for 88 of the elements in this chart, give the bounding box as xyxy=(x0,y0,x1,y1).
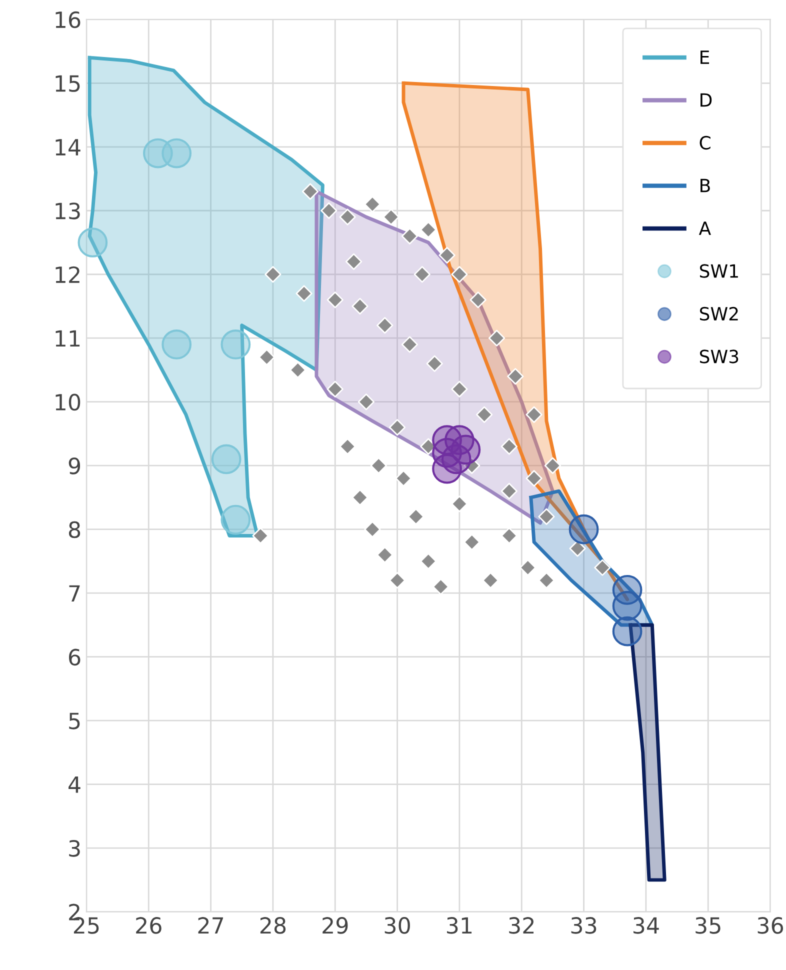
point xyxy=(538,508,555,525)
point xyxy=(358,394,375,410)
point xyxy=(464,457,480,474)
x-tick-label: 36 xyxy=(758,917,784,934)
x-tick-label: 29 xyxy=(322,917,348,934)
point xyxy=(500,527,518,544)
y-tick-label: 7 xyxy=(69,585,80,602)
legend-label: A xyxy=(698,222,711,235)
point xyxy=(388,419,406,436)
legend-label: SW3 xyxy=(700,350,738,364)
point xyxy=(376,317,394,334)
point xyxy=(364,196,381,213)
point xyxy=(352,298,368,315)
point xyxy=(326,380,344,398)
point xyxy=(290,362,306,378)
point xyxy=(388,572,406,589)
x-tick-label: 31 xyxy=(447,917,472,934)
point xyxy=(302,183,319,200)
point xyxy=(500,482,518,500)
x-tick-label: 33 xyxy=(571,917,596,934)
y-tick-label: 9 xyxy=(68,458,80,474)
legend-label: B xyxy=(700,178,710,192)
point xyxy=(414,266,430,283)
x-tick-label: 26 xyxy=(136,917,162,934)
point xyxy=(507,368,524,385)
y-tick-label: 3 xyxy=(69,840,80,857)
point xyxy=(476,406,493,423)
point xyxy=(594,559,611,576)
legend-label: SW1 xyxy=(700,264,738,278)
point xyxy=(482,572,499,589)
point xyxy=(426,355,443,372)
point xyxy=(488,330,506,346)
y-tick-label: 11 xyxy=(56,330,80,347)
point xyxy=(252,527,269,544)
point xyxy=(569,540,586,557)
point xyxy=(395,470,412,487)
point xyxy=(339,438,356,455)
point xyxy=(382,208,400,226)
point xyxy=(401,336,418,353)
y-tick-label: 5 xyxy=(69,712,80,730)
point xyxy=(451,266,468,283)
point xyxy=(339,208,356,226)
y-tick-label: 16 xyxy=(56,11,80,28)
point xyxy=(520,559,536,576)
point xyxy=(258,348,276,366)
point xyxy=(451,496,468,512)
point xyxy=(451,380,468,398)
point xyxy=(420,552,437,570)
point xyxy=(326,292,344,308)
point xyxy=(408,508,424,525)
x-tick-label: 34 xyxy=(634,917,659,934)
y-tick-label: 15 xyxy=(56,75,80,92)
x-tick-label: 35 xyxy=(696,917,720,934)
y-tick-label: 8 xyxy=(68,521,80,538)
point xyxy=(538,572,555,589)
y-tick-label: 13 xyxy=(56,202,80,220)
point xyxy=(526,406,542,423)
y-tick-label: 10 xyxy=(56,394,80,411)
legend-label: SW2 xyxy=(700,306,738,321)
point xyxy=(438,246,456,264)
point xyxy=(432,578,450,596)
legend-label: C xyxy=(700,136,710,150)
x-tick-label: 27 xyxy=(198,917,224,934)
x-tick-label: 30 xyxy=(384,917,410,934)
point xyxy=(401,228,418,244)
point xyxy=(264,266,282,283)
point xyxy=(370,457,387,474)
point xyxy=(526,470,542,487)
legend-label: E xyxy=(700,50,710,64)
point xyxy=(296,285,312,302)
point xyxy=(364,521,381,538)
y-tick-label: 4 xyxy=(68,776,80,793)
point xyxy=(320,202,338,219)
point xyxy=(420,221,437,238)
y-tick-label: 6 xyxy=(69,648,80,666)
point xyxy=(376,546,394,564)
point xyxy=(345,253,362,270)
point xyxy=(464,534,480,550)
point xyxy=(420,438,437,455)
x-tick-label: 28 xyxy=(260,917,286,934)
y-tick-label: 14 xyxy=(56,139,80,156)
x-tick-label: 32 xyxy=(509,917,534,934)
point xyxy=(470,292,486,308)
y-tick-label: 12 xyxy=(56,266,80,283)
point xyxy=(352,489,368,506)
point xyxy=(544,457,562,474)
legend-label: D xyxy=(700,93,712,107)
point xyxy=(500,438,518,455)
